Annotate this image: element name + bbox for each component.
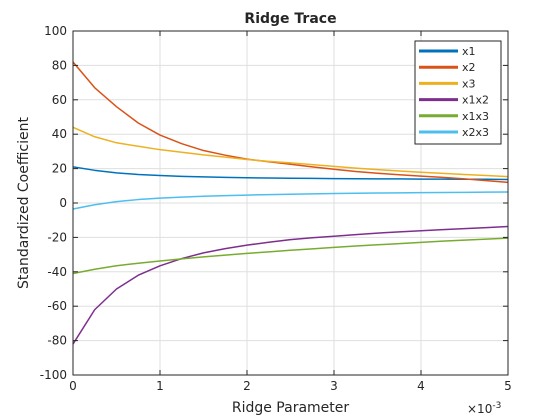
series-line-x1 <box>72 166 509 181</box>
legend-label-x3: x3 <box>462 77 476 90</box>
x-axis-label: Ridge Parameter <box>232 400 350 416</box>
y-tick-label: -80 <box>47 334 67 348</box>
x-tick-label: 2 <box>243 379 251 393</box>
x-axis-multiplier: ×10-3 <box>467 401 501 416</box>
y-tick-label: -40 <box>47 265 67 279</box>
series-lines <box>72 61 509 345</box>
y-tick-label: 40 <box>52 127 67 141</box>
x-multiplier-base: ×10 <box>467 402 492 416</box>
legend-box <box>414 40 502 145</box>
y-axis-label: Standardized Coefficient <box>16 117 32 289</box>
y-tick-label: -60 <box>47 299 67 313</box>
y-tick-label: -100 <box>40 368 67 382</box>
legend-label-x2: x2 <box>462 61 476 74</box>
series-line-x3 <box>72 126 509 178</box>
series-line-x2x3 <box>72 191 509 210</box>
axis-ticks: 0 1 2 3 4 5 -100 -80 -60 -40 -20 0 20 40 60 80 100 <box>40 24 512 393</box>
y-tick-label: 100 <box>44 24 67 38</box>
y-tick-label: 80 <box>52 58 67 72</box>
y-tick-label: 20 <box>52 162 67 176</box>
x-tick-label: 0 <box>69 379 77 393</box>
chart-title: Ridge Trace <box>244 11 336 27</box>
x-tick-label: 3 <box>330 379 338 393</box>
series-line-x1x3 <box>72 237 509 275</box>
series-line-x2 <box>72 61 509 184</box>
x-tick-label: 1 <box>156 379 164 393</box>
x-tick-label: 5 <box>504 379 512 393</box>
y-tick-label: 0 <box>59 196 67 210</box>
y-tick-label: 60 <box>52 93 67 107</box>
x-tick-label: 4 <box>417 379 425 393</box>
legend-label-x2x3: x2x3 <box>462 126 489 139</box>
legend-label-x1: x1 <box>462 45 476 58</box>
x-multiplier-exponent: -3 <box>492 401 501 411</box>
legend-label-x1x3: x1x3 <box>462 110 489 123</box>
legend-label-x1x2: x1x2 <box>462 94 489 107</box>
series-line-x1x2 <box>72 225 509 345</box>
y-tick-label: -20 <box>47 230 67 244</box>
